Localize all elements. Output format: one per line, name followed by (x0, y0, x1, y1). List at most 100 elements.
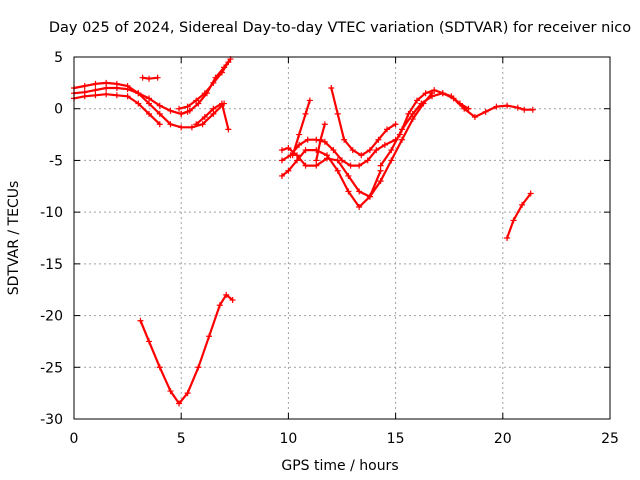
x-tick-label: 10 (279, 431, 297, 447)
data-point (212, 74, 219, 81)
data-point (366, 193, 373, 200)
data-point (356, 203, 363, 210)
data-point (431, 87, 438, 94)
data-point (218, 100, 225, 107)
series-arc-p (396, 87, 472, 138)
axis-ticks: 0 5 10 15 20 25 5 0 -5 -10 -15 -20 -25 -30 (40, 50, 619, 447)
data-point (341, 136, 348, 143)
data-point (124, 93, 131, 100)
data-point (514, 104, 521, 111)
data-point (388, 147, 395, 154)
data-point (184, 390, 191, 397)
data-point (471, 113, 478, 120)
data-point (278, 157, 285, 164)
data-point (321, 138, 328, 145)
data-point (358, 152, 365, 159)
data-point (156, 121, 163, 128)
data-point (448, 93, 455, 100)
y-tick-label: -5 (49, 153, 63, 169)
data-point (278, 172, 285, 179)
data-point (195, 364, 202, 371)
data-point (414, 97, 421, 104)
series-arc-f (178, 56, 234, 117)
data-point (388, 157, 395, 164)
data-point (146, 75, 153, 82)
x-tick-label: 20 (494, 431, 512, 447)
series-trace (291, 99, 311, 157)
x-tick-label: 0 (70, 431, 79, 447)
data-point (364, 157, 371, 164)
data-point (429, 93, 436, 100)
data-point (92, 80, 99, 87)
data-point (92, 92, 99, 99)
data-point (313, 157, 320, 164)
data-point (167, 121, 174, 128)
data-point (225, 126, 232, 133)
y-tick-label: -25 (40, 360, 63, 376)
data-point (405, 110, 412, 117)
data-point (302, 147, 309, 154)
data-point (482, 108, 489, 115)
data-point (137, 317, 144, 324)
data-point (409, 116, 416, 123)
series-trace (506, 192, 532, 240)
y-axis-label: SDTVAR / TECUs (6, 181, 22, 296)
data-point (216, 302, 223, 309)
plot-frame (73, 56, 611, 420)
data-point (504, 102, 511, 109)
series-trace (280, 92, 434, 198)
data-point (377, 167, 384, 174)
data-point (347, 162, 354, 169)
data-point (146, 338, 153, 345)
y-tick-label: 0 (54, 102, 63, 118)
data-point (184, 103, 191, 110)
data-point (317, 136, 324, 143)
data-point (193, 121, 200, 128)
series-arc-j (278, 90, 436, 200)
series-arc-g (193, 100, 232, 133)
data-point (366, 147, 373, 154)
data-point (293, 157, 300, 164)
data-point (289, 152, 296, 159)
data-point (377, 162, 384, 169)
series-arc-h (137, 291, 236, 407)
data-point (156, 364, 163, 371)
data-point (146, 110, 153, 117)
data-point (418, 100, 425, 107)
data-point (146, 95, 153, 102)
data-point (439, 90, 446, 97)
data-point (334, 167, 341, 174)
data-point (373, 147, 380, 154)
data-point (176, 105, 183, 112)
data-point (156, 102, 163, 109)
data-point (377, 178, 384, 185)
series-arc-l (289, 97, 313, 159)
data-point (345, 172, 352, 179)
data-point (199, 121, 206, 128)
y-tick-label: -30 (40, 412, 63, 428)
series-arc-n (328, 85, 399, 159)
data-point (223, 291, 230, 298)
data-point (313, 162, 320, 169)
y-tick-label: -10 (40, 205, 63, 221)
data-point (146, 100, 153, 107)
data-point (201, 113, 208, 120)
data-point (81, 82, 88, 89)
data-point (529, 106, 536, 113)
data-point (186, 107, 193, 114)
data-point (356, 162, 363, 169)
data-point (156, 110, 163, 117)
data-point (210, 110, 217, 117)
data-point (510, 217, 517, 224)
data-point (203, 90, 210, 97)
data-point (334, 110, 341, 117)
plot-area (71, 56, 536, 407)
data-point (392, 121, 399, 128)
data-point (465, 105, 472, 112)
series-arc-d (139, 74, 161, 82)
data-point (375, 136, 382, 143)
data-point (124, 82, 131, 89)
series-arc-k (278, 136, 399, 169)
x-axis-label: GPS time / hours (281, 458, 398, 474)
data-point (195, 100, 202, 107)
